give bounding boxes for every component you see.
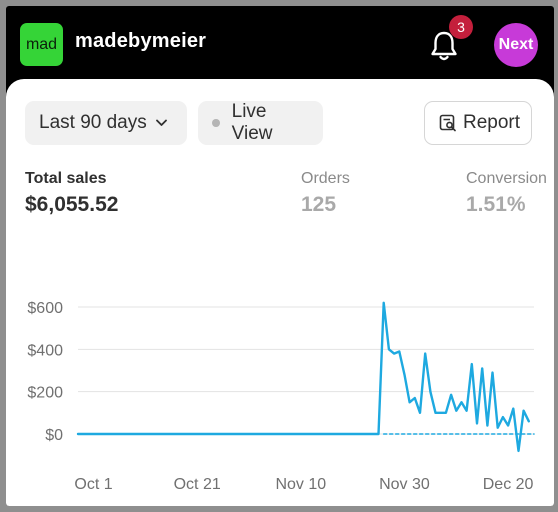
live-view-button[interactable]: Live View xyxy=(198,101,323,145)
y-tick-label: $600 xyxy=(27,300,63,317)
sales-line-chart[interactable]: $600 $400 $200 $0 Oct 1 Oct 21 Nov 10 Nov 30 Dec… xyxy=(6,274,554,506)
orders-label[interactable]: Orders xyxy=(301,170,350,187)
chevron-down-icon xyxy=(155,119,167,126)
y-tick-label: $0 xyxy=(45,427,63,444)
report-button[interactable]: Report xyxy=(424,101,532,145)
y-tick-label: $400 xyxy=(27,342,63,359)
analytics-card: Last 90 days Live View Report Total sale… xyxy=(6,79,554,506)
conversion-value: 1.51% xyxy=(466,193,526,216)
conversion-label[interactable]: Conversion xyxy=(466,170,547,187)
user-avatar[interactable]: Next xyxy=(494,23,538,67)
total-sales-value: $6,055.52 xyxy=(25,193,119,216)
orders-value: 125 xyxy=(301,193,337,216)
total-sales-label[interactable]: Total sales xyxy=(25,170,107,187)
x-tick-label: Dec 20 xyxy=(483,476,534,493)
status-dot-icon xyxy=(212,119,220,127)
report-label: Report xyxy=(463,112,521,133)
notification-badge: 3 xyxy=(449,15,473,39)
store-name[interactable]: madebymeier xyxy=(75,30,207,52)
report-icon xyxy=(439,114,456,132)
x-tick-label: Nov 30 xyxy=(379,476,430,493)
date-range-label: Last 90 days xyxy=(39,112,147,133)
date-range-selector[interactable]: Last 90 days xyxy=(25,101,187,145)
x-tick-label: Oct 21 xyxy=(174,476,221,493)
live-view-label: Live View xyxy=(231,101,273,144)
bell-icon[interactable] xyxy=(429,30,459,62)
x-tick-label: Oct 1 xyxy=(74,476,112,493)
app-frame: mad madebymeier 3 Next Last 90 days Live… xyxy=(6,6,554,506)
store-logo[interactable]: mad xyxy=(20,23,63,66)
y-tick-label: $200 xyxy=(27,385,63,402)
sales-series-line xyxy=(76,301,530,453)
x-tick-label: Nov 10 xyxy=(275,476,326,493)
top-bar: mad madebymeier 3 Next xyxy=(6,6,554,82)
